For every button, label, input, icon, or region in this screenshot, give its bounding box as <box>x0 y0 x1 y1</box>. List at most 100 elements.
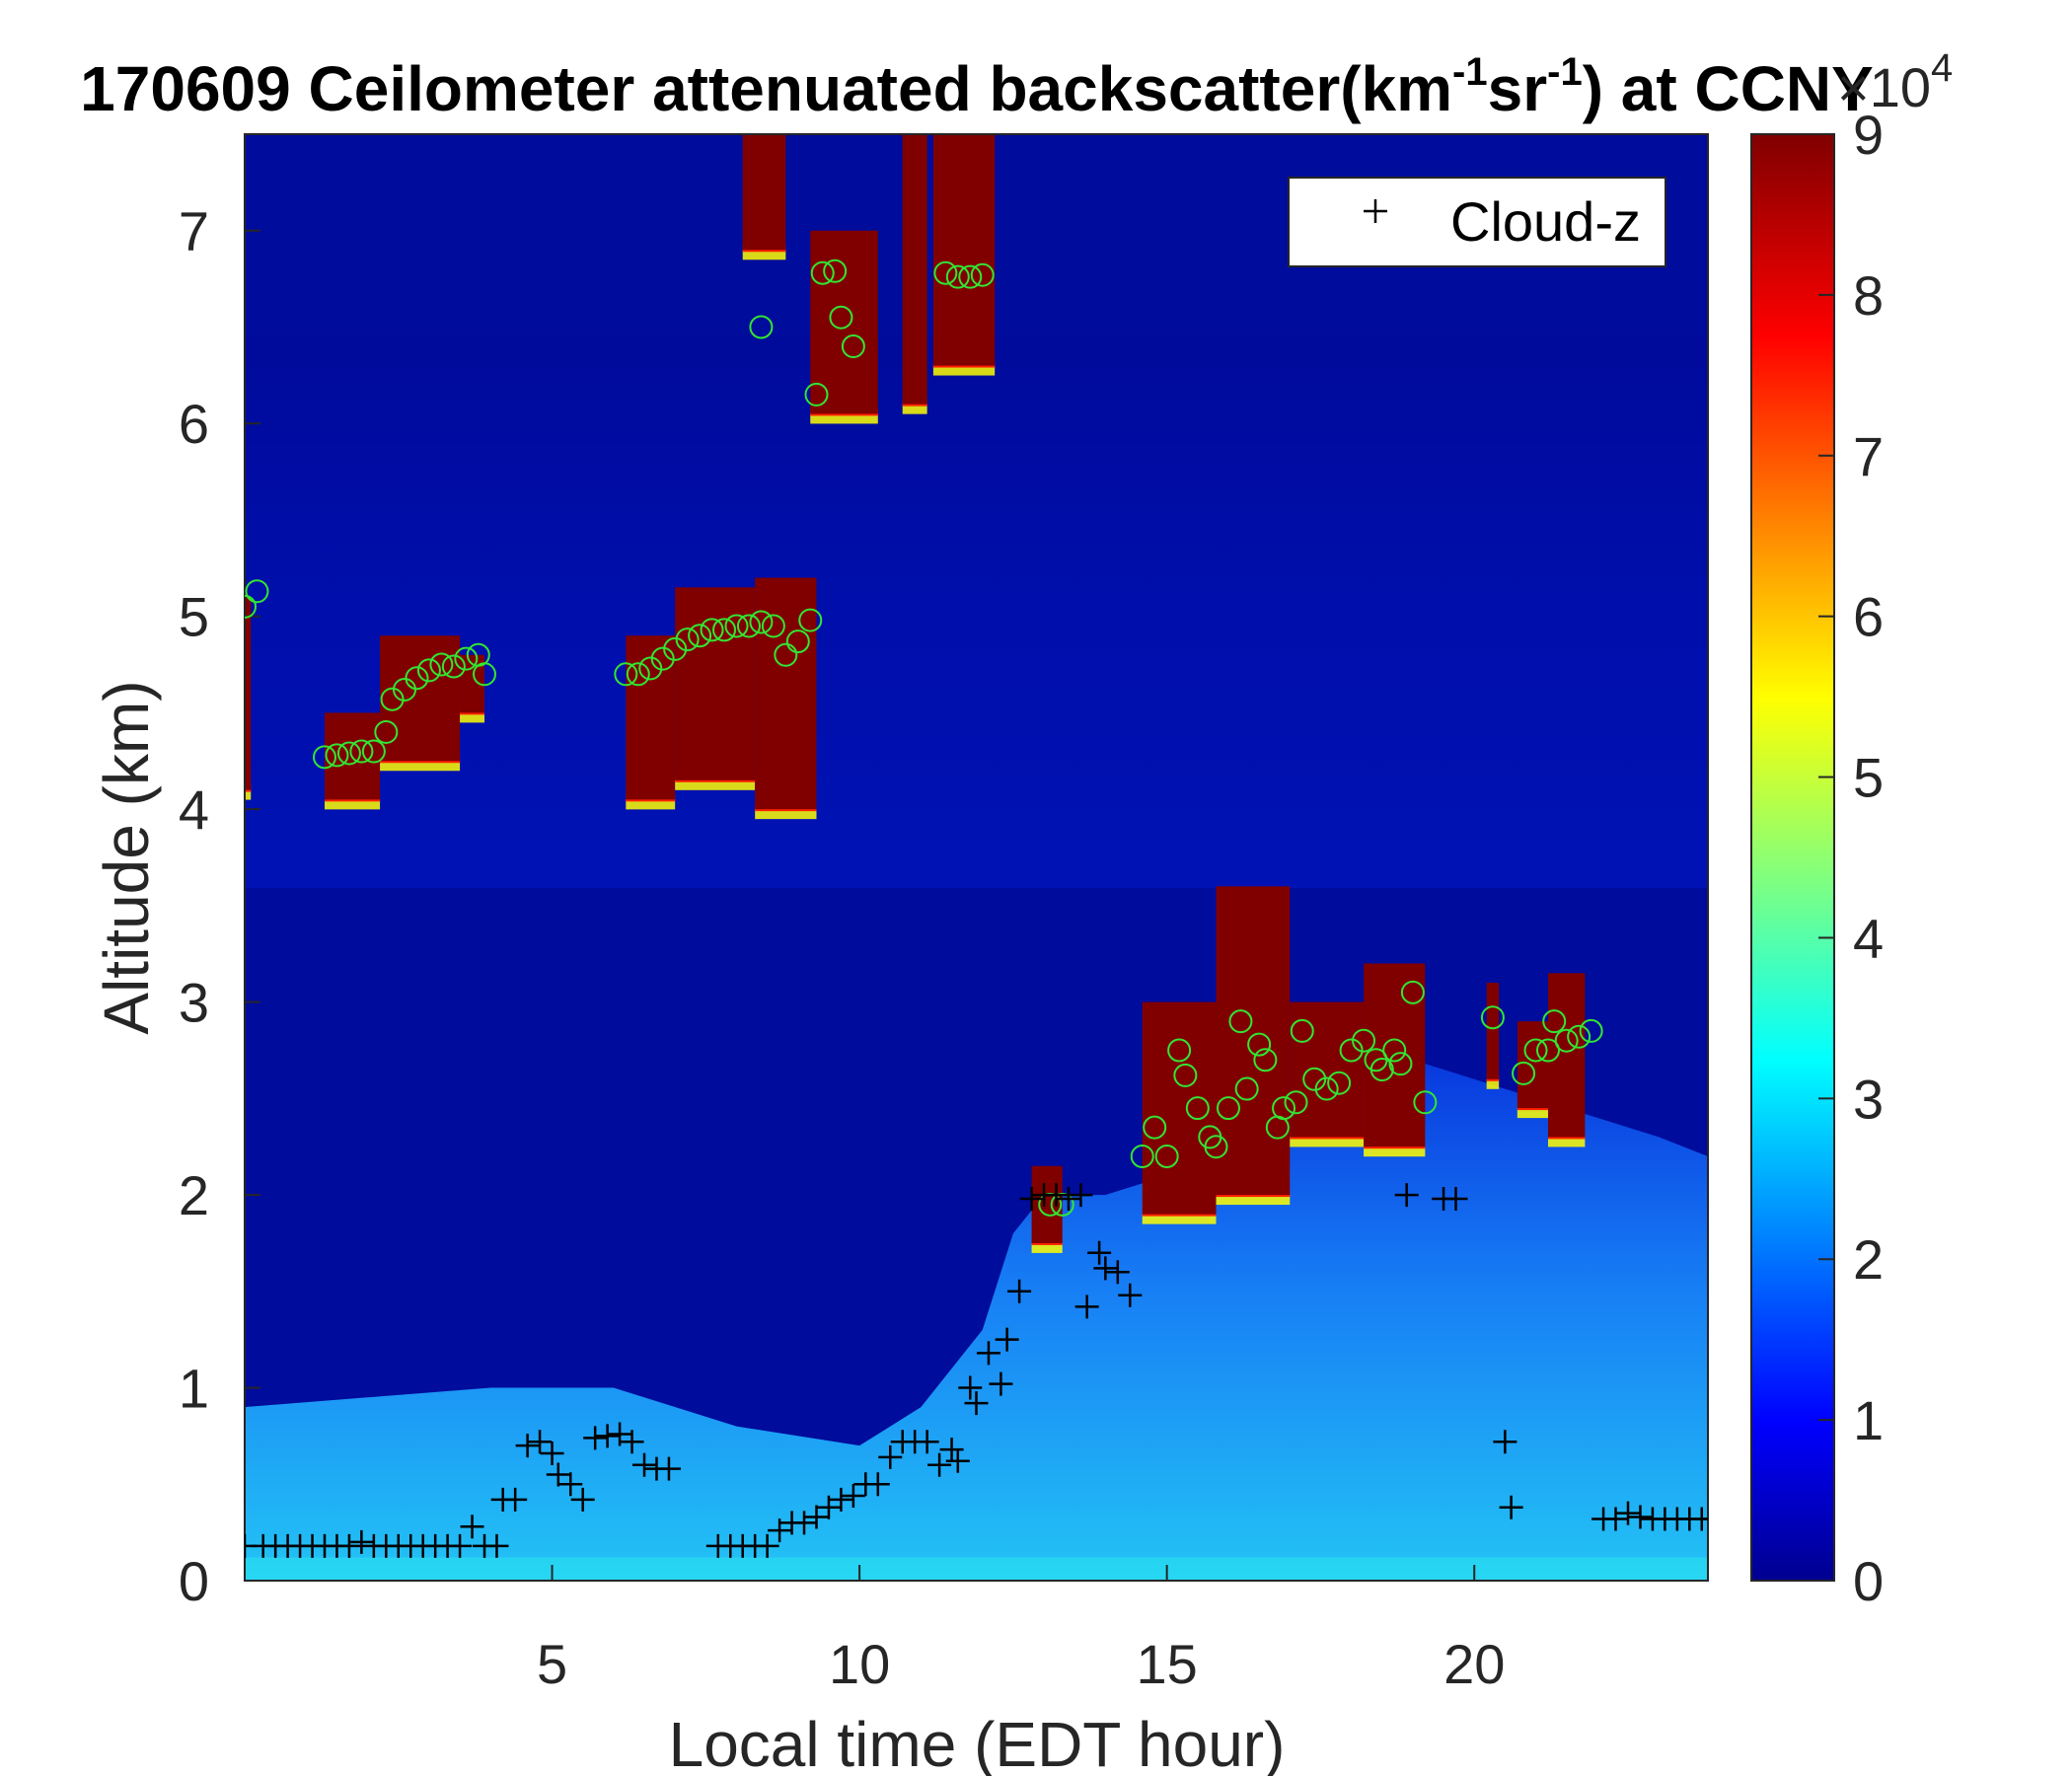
cloud-z-plus-marker <box>540 1441 564 1465</box>
cloud-z-plus-marker <box>656 1456 681 1481</box>
cloud-base-circle-marker <box>688 624 712 648</box>
cloud-z-plus-marker <box>964 1391 989 1416</box>
cloud-z-plus-marker <box>755 1533 779 1558</box>
legend-box <box>1288 177 1666 267</box>
cloud-layer <box>810 230 878 414</box>
cloud-layer <box>1290 1001 1365 1138</box>
colorbar-multiplier: ×104 <box>1837 46 1953 118</box>
cloud-z-plus-marker <box>1628 1505 1653 1529</box>
cloud-layer <box>742 134 786 251</box>
cloud-z-plus-marker <box>620 1430 644 1454</box>
cloud-base-circle-marker <box>313 745 337 770</box>
title-sup1: -1 <box>1452 50 1488 94</box>
x-tick-label: 5 <box>537 1633 567 1695</box>
cloud-layer <box>1517 1021 1548 1109</box>
y-tick-label: 3 <box>179 972 209 1034</box>
cloud-base-circle-marker <box>675 628 700 652</box>
cloud-z-plus-marker <box>632 1452 657 1477</box>
cloud-base-circle-marker <box>1339 1038 1364 1063</box>
cloud-base-circle-marker <box>829 305 853 330</box>
cloud-base-circle-marker <box>810 260 835 285</box>
cloud-z-plus-marker <box>841 1483 865 1508</box>
cloud-base-circle-marker <box>798 608 823 632</box>
cloud-z-plus-marker <box>989 1371 1013 1396</box>
colorbar-tick-label: 7 <box>1853 425 1884 487</box>
cloud-z-plus-marker <box>976 1341 1000 1366</box>
cloud-base-circle-marker <box>1542 1009 1567 1034</box>
cloud-base-circle-marker <box>626 662 650 687</box>
cloud-base-circle-marker <box>1143 1115 1167 1140</box>
cloud-z-plus-marker <box>349 1529 374 1554</box>
cloud-layer <box>932 134 996 366</box>
colorbar-tick-label: 4 <box>1853 907 1884 969</box>
cloud-base-circle-marker <box>1369 1058 1394 1082</box>
cloud-z-plus-marker <box>804 1505 829 1529</box>
cloud-z-plus-marker <box>1019 1186 1044 1211</box>
cloud-base-circle-marker <box>650 646 675 671</box>
cloud-layer <box>1216 886 1291 1196</box>
cloud-z-plus-marker <box>1616 1501 1640 1525</box>
x-tick-label: 10 <box>829 1633 890 1695</box>
cloud-z-plus-marker <box>1007 1279 1032 1303</box>
cloud-base-circle-marker <box>1413 1090 1438 1115</box>
cloud-base-gradient <box>742 250 786 260</box>
cloud-base-circle-marker <box>1400 980 1425 1004</box>
cloud-base-gradient <box>1290 1137 1365 1147</box>
cloud-base-circle-marker <box>1352 1028 1376 1053</box>
colorbar-gradient <box>1750 133 1835 1582</box>
cloud-z-plus-marker <box>1394 1183 1419 1208</box>
cloud-z-plus-marker <box>1044 1183 1069 1208</box>
colorbar-tick-label: 3 <box>1853 1068 1884 1130</box>
cloud-base-gradient <box>1517 1108 1548 1119</box>
cloud-base-circle-marker <box>1185 1096 1210 1121</box>
cloud-z-plus-marker <box>570 1487 595 1512</box>
cloud-base-gradient <box>245 789 252 800</box>
cloud-base-circle-marker <box>1228 1009 1253 1034</box>
cloud-base-circle-marker <box>774 642 798 667</box>
cloud-z-plus-marker <box>792 1511 817 1535</box>
cloud-z-plus-marker <box>484 1533 509 1558</box>
legend-plus-marker <box>1364 199 1387 223</box>
cloud-z-plus-marker <box>546 1462 570 1487</box>
cloud-z-plus-marker <box>915 1430 939 1454</box>
cloud-z-plus-marker <box>939 1438 964 1462</box>
cloud-z-plus-marker <box>945 1448 970 1473</box>
cloud-layer <box>902 134 927 405</box>
cloud-base-circle-marker <box>1554 1028 1579 1053</box>
cloud-base-circle-marker <box>245 594 257 619</box>
title-part2: sr <box>1488 53 1548 124</box>
aerosol-haze <box>245 335 1708 888</box>
y-tick-label: 6 <box>179 393 209 455</box>
plot-area <box>245 134 1708 1581</box>
cloud-z-plus-marker <box>1105 1260 1130 1285</box>
cloud-z-plus-marker <box>1118 1283 1143 1307</box>
cloud-base-circle-marker <box>700 618 724 642</box>
cloud-z-plus-marker <box>515 1434 540 1458</box>
cloud-layer <box>755 577 817 810</box>
x-axis-label: Local time (EDT hour) <box>669 1709 1286 1776</box>
cloud-base-circle-marker <box>1290 1018 1314 1043</box>
colorbar-tick-label: 2 <box>1853 1228 1884 1291</box>
cloud-base-circle-marker <box>1173 1063 1198 1087</box>
cloud-z-plus-marker <box>1093 1256 1118 1281</box>
cloud-layer <box>1486 983 1500 1079</box>
cloud-base-circle-marker <box>1327 1071 1352 1095</box>
cloud-base-circle-marker <box>473 662 497 687</box>
y-axis-label: Altitude (km) <box>91 680 162 1034</box>
cloud-z-plus-marker <box>595 1424 620 1448</box>
cloud-base-circle-marker <box>1204 1135 1228 1159</box>
legend: Cloud-z <box>1288 177 1666 267</box>
colorbar-tick-label: 6 <box>1853 586 1884 648</box>
cloud-base-circle-marker <box>1284 1090 1308 1115</box>
cloud-z-plus-marker <box>865 1472 890 1497</box>
cloud-base-circle-marker <box>663 636 688 661</box>
cloud-base-gradient <box>932 365 996 376</box>
cloud-z-plus-marker <box>583 1426 608 1450</box>
cloud-base-circle-marker <box>749 315 774 339</box>
colorbar-tick-label: 9 <box>1853 104 1884 166</box>
cloud-base-gradient <box>755 809 817 820</box>
cloud-z-plus-marker <box>1689 1507 1708 1531</box>
cloud-base-circle-marker <box>405 666 429 691</box>
